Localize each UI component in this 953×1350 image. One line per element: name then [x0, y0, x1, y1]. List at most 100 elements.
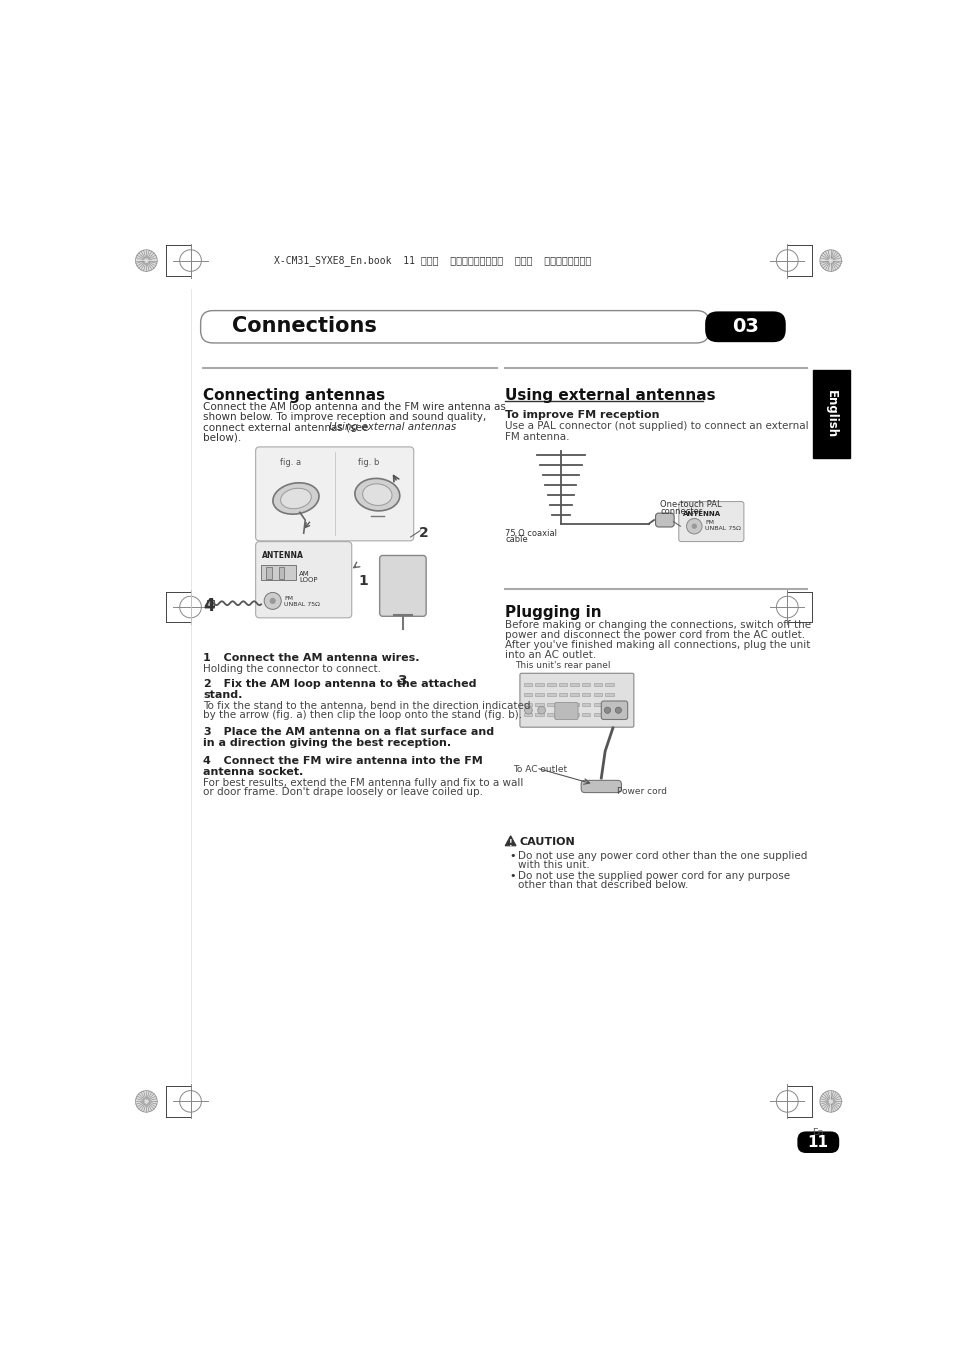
- Text: Do not use any power cord other than the one supplied: Do not use any power cord other than the…: [517, 850, 806, 861]
- Text: UNBAL 75Ω: UNBAL 75Ω: [704, 526, 740, 531]
- Text: This unit's rear panel: This unit's rear panel: [515, 662, 611, 670]
- Bar: [535, 683, 543, 686]
- Text: fig. b: fig. b: [357, 458, 379, 467]
- Bar: [593, 713, 601, 717]
- Bar: [207, 601, 213, 606]
- Text: For best results, extend the FM antenna fully and fix to a wall: For best results, extend the FM antenna …: [203, 778, 523, 788]
- Text: Before making or changing the connections, switch off the: Before making or changing the connection…: [505, 620, 810, 630]
- Bar: [266, 567, 272, 579]
- Text: stand.: stand.: [203, 690, 242, 701]
- Circle shape: [270, 598, 275, 603]
- Text: below).: below).: [203, 432, 241, 443]
- FancyBboxPatch shape: [255, 541, 352, 618]
- Text: !: !: [508, 838, 512, 848]
- Circle shape: [135, 250, 157, 271]
- Text: Connecting antennas: Connecting antennas: [203, 389, 385, 404]
- Bar: [535, 693, 543, 697]
- Circle shape: [819, 250, 841, 271]
- FancyBboxPatch shape: [600, 701, 627, 720]
- Text: by the arrow (fig. a) then clip the loop onto the stand (fig. b).: by the arrow (fig. a) then clip the loop…: [203, 710, 521, 721]
- Text: FM: FM: [704, 520, 714, 525]
- Text: with this unit.: with this unit.: [517, 860, 589, 871]
- Text: 03: 03: [731, 316, 758, 336]
- Circle shape: [615, 707, 620, 713]
- Bar: [593, 702, 601, 706]
- Text: 3: 3: [203, 728, 211, 737]
- Text: 75 Ω coaxial: 75 Ω coaxial: [505, 529, 557, 539]
- Text: 11: 11: [807, 1135, 828, 1150]
- Text: Plugging in: Plugging in: [505, 605, 601, 620]
- Text: LOOP: LOOP: [298, 576, 317, 583]
- Bar: [570, 693, 578, 697]
- FancyBboxPatch shape: [555, 702, 578, 720]
- Bar: [558, 683, 567, 686]
- Bar: [535, 713, 543, 717]
- Text: antenna socket.: antenna socket.: [203, 767, 303, 778]
- Text: FM antenna.: FM antenna.: [505, 432, 569, 441]
- FancyBboxPatch shape: [704, 312, 785, 342]
- Bar: [558, 693, 567, 697]
- Text: 4: 4: [203, 597, 214, 616]
- Bar: [523, 693, 532, 697]
- Text: in a direction giving the best reception.: in a direction giving the best reception…: [203, 738, 451, 748]
- Circle shape: [604, 707, 610, 713]
- Text: X-CM31_SYXE8_En.book  11 ページ  ２０１３年４月８日  月曜日  午前１１時４９分: X-CM31_SYXE8_En.book 11 ページ ２０１３年４月８日 月曜…: [274, 255, 591, 266]
- Text: ANTENNA: ANTENNA: [261, 551, 303, 560]
- Text: 1: 1: [357, 574, 367, 589]
- Bar: [546, 683, 555, 686]
- FancyBboxPatch shape: [519, 674, 633, 728]
- Text: into an AC outlet.: into an AC outlet.: [505, 651, 596, 660]
- Text: Place the AM antenna on a flat surface and: Place the AM antenna on a flat surface a…: [212, 728, 494, 737]
- Text: Using external antennas: Using external antennas: [505, 389, 715, 404]
- Text: FM: FM: [284, 595, 293, 601]
- Text: To improve FM reception: To improve FM reception: [505, 410, 659, 420]
- Text: CAUTION: CAUTION: [518, 837, 575, 846]
- Text: 4: 4: [203, 756, 211, 767]
- FancyBboxPatch shape: [255, 447, 414, 541]
- Text: Holding the connector to connect.: Holding the connector to connect.: [203, 664, 380, 674]
- Text: 1: 1: [203, 653, 211, 663]
- Text: To AC outlet: To AC outlet: [513, 765, 566, 774]
- Ellipse shape: [355, 478, 399, 510]
- Bar: [570, 683, 578, 686]
- Text: connector: connector: [659, 508, 701, 516]
- Bar: [604, 683, 613, 686]
- Bar: [523, 683, 532, 686]
- Text: •: •: [509, 850, 515, 861]
- Text: One-touch PAL: One-touch PAL: [659, 500, 721, 509]
- Text: other than that described below.: other than that described below.: [517, 880, 687, 891]
- Ellipse shape: [280, 489, 311, 509]
- Text: 3: 3: [396, 674, 406, 688]
- Bar: [558, 702, 567, 706]
- Text: En: En: [812, 1127, 823, 1137]
- FancyBboxPatch shape: [797, 1131, 839, 1153]
- Bar: [523, 713, 532, 717]
- FancyBboxPatch shape: [655, 513, 674, 526]
- Text: •: •: [509, 871, 515, 882]
- Circle shape: [524, 706, 532, 714]
- Bar: [581, 693, 590, 697]
- Bar: [581, 713, 590, 717]
- Bar: [604, 713, 613, 717]
- Text: After you've finished making all connections, plug the unit: After you've finished making all connect…: [505, 640, 810, 651]
- Bar: [261, 564, 295, 580]
- Text: 2: 2: [418, 526, 428, 540]
- Text: power and disconnect the power cord from the AC outlet.: power and disconnect the power cord from…: [505, 630, 804, 640]
- FancyArrowPatch shape: [394, 475, 398, 482]
- Text: UNBAL 75Ω: UNBAL 75Ω: [284, 602, 320, 606]
- Text: cable: cable: [505, 536, 527, 544]
- Circle shape: [819, 1091, 841, 1112]
- Text: Connections: Connections: [232, 316, 376, 336]
- Circle shape: [264, 593, 281, 609]
- Text: AM: AM: [298, 571, 310, 576]
- Bar: [812, 370, 849, 459]
- Ellipse shape: [273, 483, 318, 514]
- Bar: [604, 702, 613, 706]
- Bar: [581, 683, 590, 686]
- Text: Fix the AM loop antenna to the attached: Fix the AM loop antenna to the attached: [212, 679, 476, 690]
- Text: Connect the FM wire antenna into the FM: Connect the FM wire antenna into the FM: [212, 756, 482, 767]
- Bar: [523, 702, 532, 706]
- Text: Power cord: Power cord: [617, 787, 666, 796]
- Ellipse shape: [362, 483, 392, 505]
- Text: connect external antennas (see: connect external antennas (see: [203, 423, 371, 432]
